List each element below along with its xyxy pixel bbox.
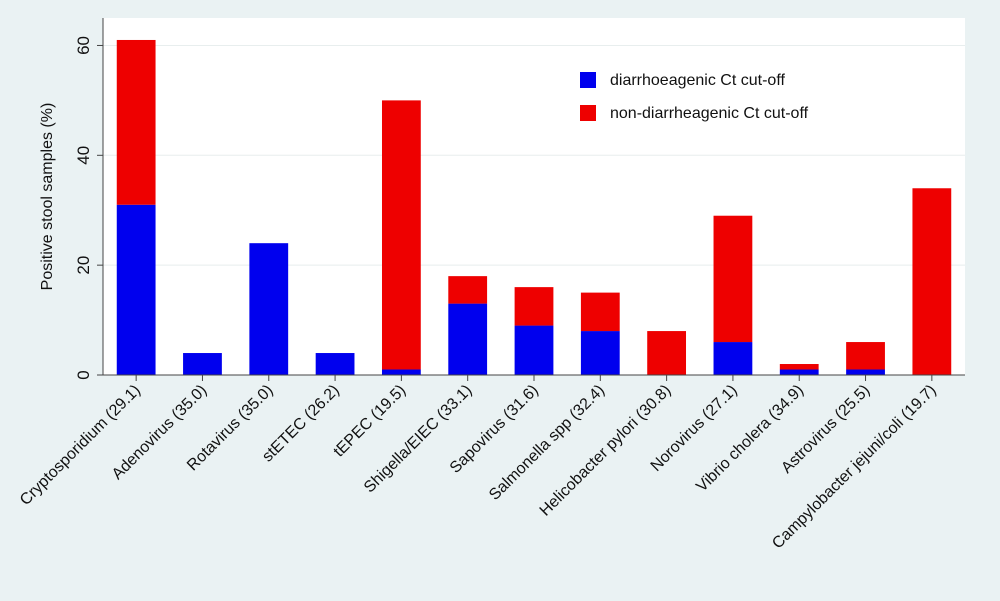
y-tick-label: 20 (74, 256, 93, 275)
bar-segment-diarrhoeagenic (448, 303, 488, 375)
bar-segment-diarrhoeagenic (779, 369, 819, 375)
legend-label: diarrhoeagenic Ct cut-off (610, 72, 785, 89)
bar-segment-non-diarrheagenic (713, 215, 753, 343)
bar-segment-non-diarrheagenic (448, 276, 488, 304)
legend: diarrhoeagenic Ct cut-off non-diarrheagen… (580, 72, 809, 122)
bar-segment-non-diarrheagenic (381, 100, 421, 370)
gridlines (103, 44, 965, 266)
y-tick-labels: 0 20 40 60 (74, 36, 93, 380)
bar-segment-diarrhoeagenic (183, 353, 222, 375)
bar-segment-diarrhoeagenic (580, 331, 620, 375)
bar-segment-diarrhoeagenic (846, 369, 885, 375)
y-tick-label: 60 (74, 36, 93, 55)
bar-segment-diarrhoeagenic (514, 325, 554, 375)
bar-segment-non-diarrheagenic (912, 188, 952, 375)
axes (97, 18, 965, 381)
legend-swatch (580, 105, 596, 121)
bar-segment-diarrhoeagenic (713, 342, 753, 375)
bars (116, 39, 952, 375)
bar-segment-diarrhoeagenic (116, 204, 156, 375)
bar-segment-diarrhoeagenic (381, 369, 421, 375)
y-axis-label: Positive stool samples (%) (39, 103, 56, 291)
bar-segment-non-diarrheagenic (580, 292, 620, 332)
bar-segment-diarrhoeagenic (249, 243, 289, 375)
bar-segment-non-diarrheagenic (116, 39, 156, 205)
legend-label: non-diarrheagenic Ct cut-off (610, 105, 809, 122)
y-tick-label: 40 (74, 146, 93, 165)
bar-segment-non-diarrheagenic (647, 331, 687, 375)
legend-swatch (580, 72, 596, 88)
bar-segment-diarrhoeagenic (315, 353, 355, 375)
bar-segment-non-diarrheagenic (779, 364, 819, 370)
bar-segment-non-diarrheagenic (846, 342, 885, 370)
y-tick-label: 0 (74, 370, 93, 379)
bar-segment-non-diarrheagenic (514, 287, 554, 326)
